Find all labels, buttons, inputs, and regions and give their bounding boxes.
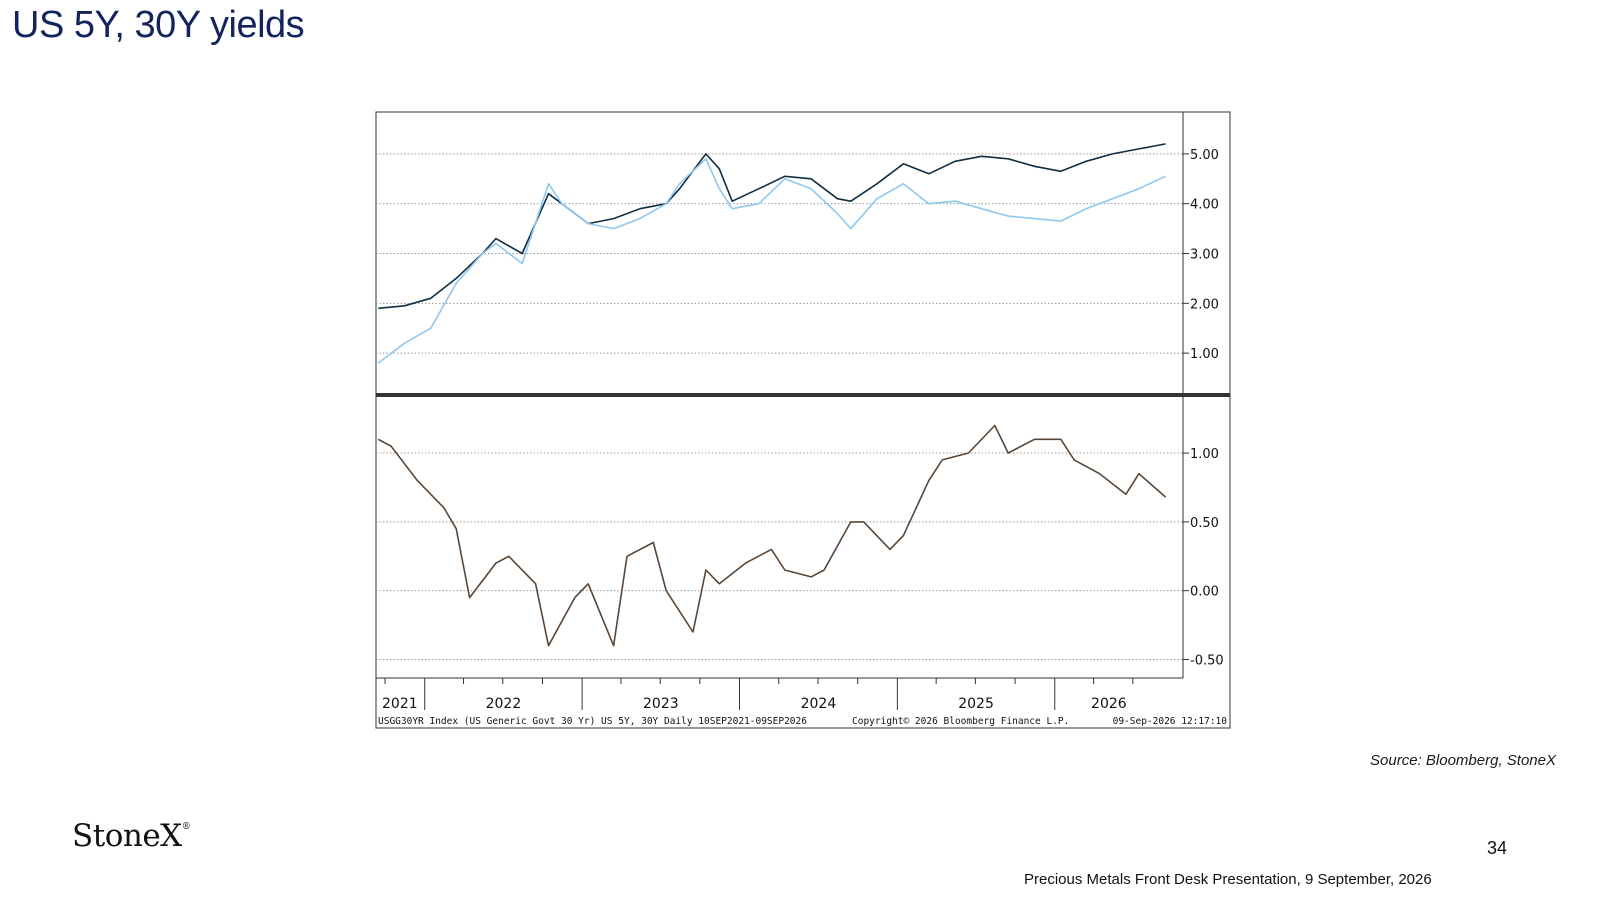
- top-panel-series: [377, 143, 1166, 364]
- x-tick-label: 2025: [958, 696, 994, 712]
- y-tick-label: 3.00: [1190, 248, 1219, 263]
- top-panel-y-ticks: 1.00 2.00 3.00 4.00 5.00: [1183, 148, 1219, 362]
- page-number: 34: [1487, 838, 1508, 858]
- y-tick-label: 1.00: [1190, 447, 1219, 462]
- y-tick-label: 5.00: [1190, 148, 1219, 163]
- x-tick-label: 2023: [643, 696, 679, 712]
- y-tick-label: 4.00: [1190, 198, 1219, 213]
- source-note: Source: Bloomberg, StoneX: [1370, 752, 1556, 769]
- chart-footnote-left: USGG30YR Index (US Generic Govt 30 Yr) U…: [378, 716, 807, 727]
- slide-title: US 5Y, 30Y yields: [12, 4, 305, 46]
- chart-frame: [375, 111, 1231, 729]
- series-line-us5y: [377, 158, 1166, 364]
- chart-footnote-right: 09-Sep-2026 12:17:10: [1113, 716, 1228, 727]
- bottom-panel-grid: [376, 452, 1183, 660]
- bottom-panel-series: [377, 424, 1167, 647]
- series-line-us30y: [378, 143, 1166, 310]
- top-panel-grid: [376, 153, 1183, 354]
- y-tick-label: 0.00: [1190, 585, 1219, 600]
- series-line-spread: [377, 424, 1167, 647]
- bottom-panel-y-ticks: -0.50 0.00 0.50 1.00: [1183, 447, 1224, 668]
- y-tick-label: 1.00: [1190, 347, 1219, 362]
- logo-text: StoneX: [72, 818, 182, 854]
- x-tick-label: 2022: [486, 696, 522, 712]
- x-tick-label: 2024: [801, 696, 837, 712]
- x-axis-year-ticks: 2021 2022 2023 2024 2025 2026: [382, 678, 1134, 712]
- chart-footnote-center: Copyright© 2026 Bloomberg Finance L.P.: [852, 716, 1069, 727]
- logo-registered-mark: ®: [181, 822, 191, 832]
- x-tick-label: 2026: [1091, 696, 1127, 712]
- presentation-footer: Precious Metals Front Desk Presentation,…: [1024, 871, 1432, 888]
- y-tick-label: 0.50: [1190, 516, 1219, 531]
- stonex-logo: StoneX®: [72, 818, 191, 854]
- y-tick-label: -0.50: [1190, 653, 1224, 668]
- y-tick-label: 2.00: [1190, 297, 1219, 312]
- x-tick-label: 2021: [382, 696, 418, 712]
